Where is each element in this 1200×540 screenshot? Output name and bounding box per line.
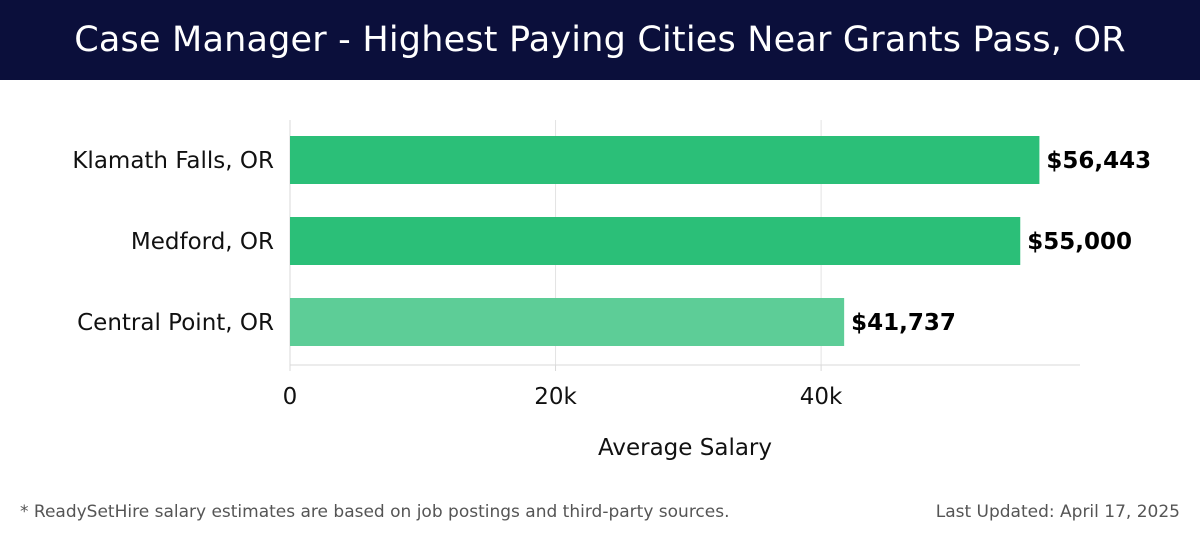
category-label-2: Central Point, OR [77,310,274,336]
x-tick-label-0: 0 [283,384,298,410]
value-label-2: $41,737 [851,310,956,336]
bar-2 [290,298,845,346]
value-label-1: $55,000 [1027,229,1132,255]
salary-bar-chart: Klamath Falls, OR $56,443 Medford, OR $55,0… [72,120,1151,461]
footer-note: * ReadySetHire salary estimates are base… [20,502,730,522]
value-label-0: $56,443 [1046,148,1151,174]
chart-header: Case Manager - Highest Paying Cities Nea… [0,0,1200,80]
x-tick-label-1: 20k [534,384,577,410]
x-axis-title: Average Salary [598,435,772,461]
chart-title: Case Manager - Highest Paying Cities Nea… [74,20,1126,60]
last-updated: Last Updated: April 17, 2025 [935,502,1180,522]
x-tick-label-2: 40k [800,384,843,410]
bar-0 [290,136,1040,184]
category-label-1: Medford, OR [131,229,274,255]
category-label-0: Klamath Falls, OR [72,148,274,174]
bar-1 [290,217,1021,265]
